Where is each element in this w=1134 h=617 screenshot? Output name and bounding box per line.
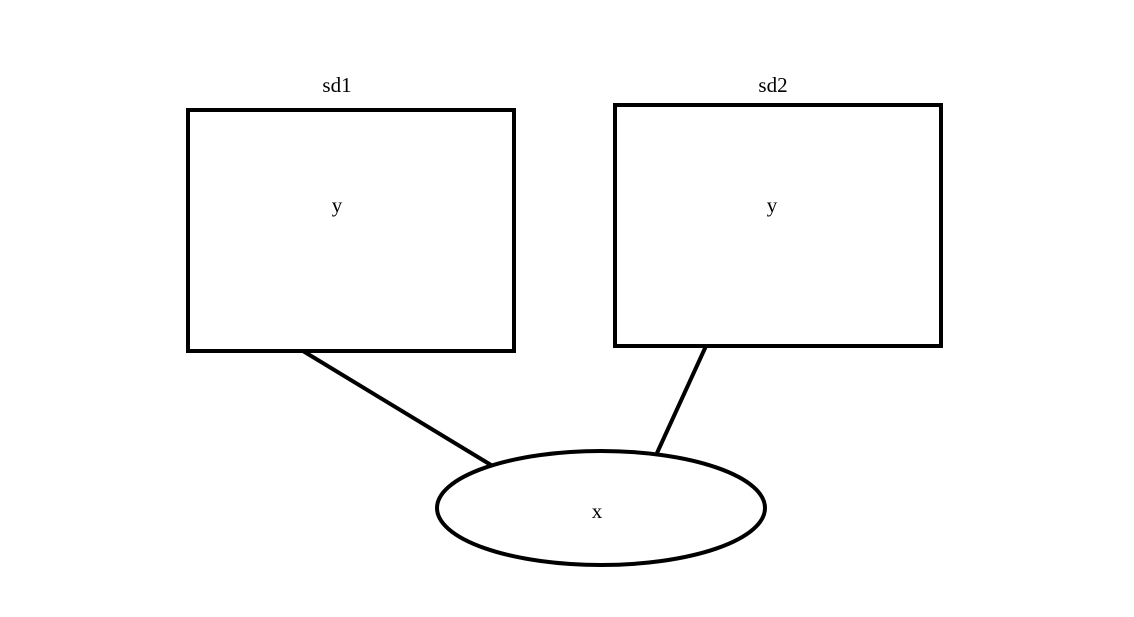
node-sd1-box <box>186 108 516 353</box>
node-sd2: sd2 y <box>613 73 943 348</box>
edge-sd1-to-x <box>301 349 493 467</box>
node-sd1-content: y <box>332 193 343 217</box>
node-sd2-box <box>613 103 943 348</box>
node-sd2-title: sd2 <box>758 73 787 97</box>
node-x-ellipse <box>435 449 767 567</box>
node-sd2-content: y <box>767 193 778 217</box>
node-sd1: sd1 y <box>186 73 516 353</box>
node-x-content: x <box>592 499 603 523</box>
edge-sd2-to-x <box>655 345 708 454</box>
node-sd1-title: sd1 <box>322 73 351 97</box>
node-x: x <box>435 449 767 567</box>
